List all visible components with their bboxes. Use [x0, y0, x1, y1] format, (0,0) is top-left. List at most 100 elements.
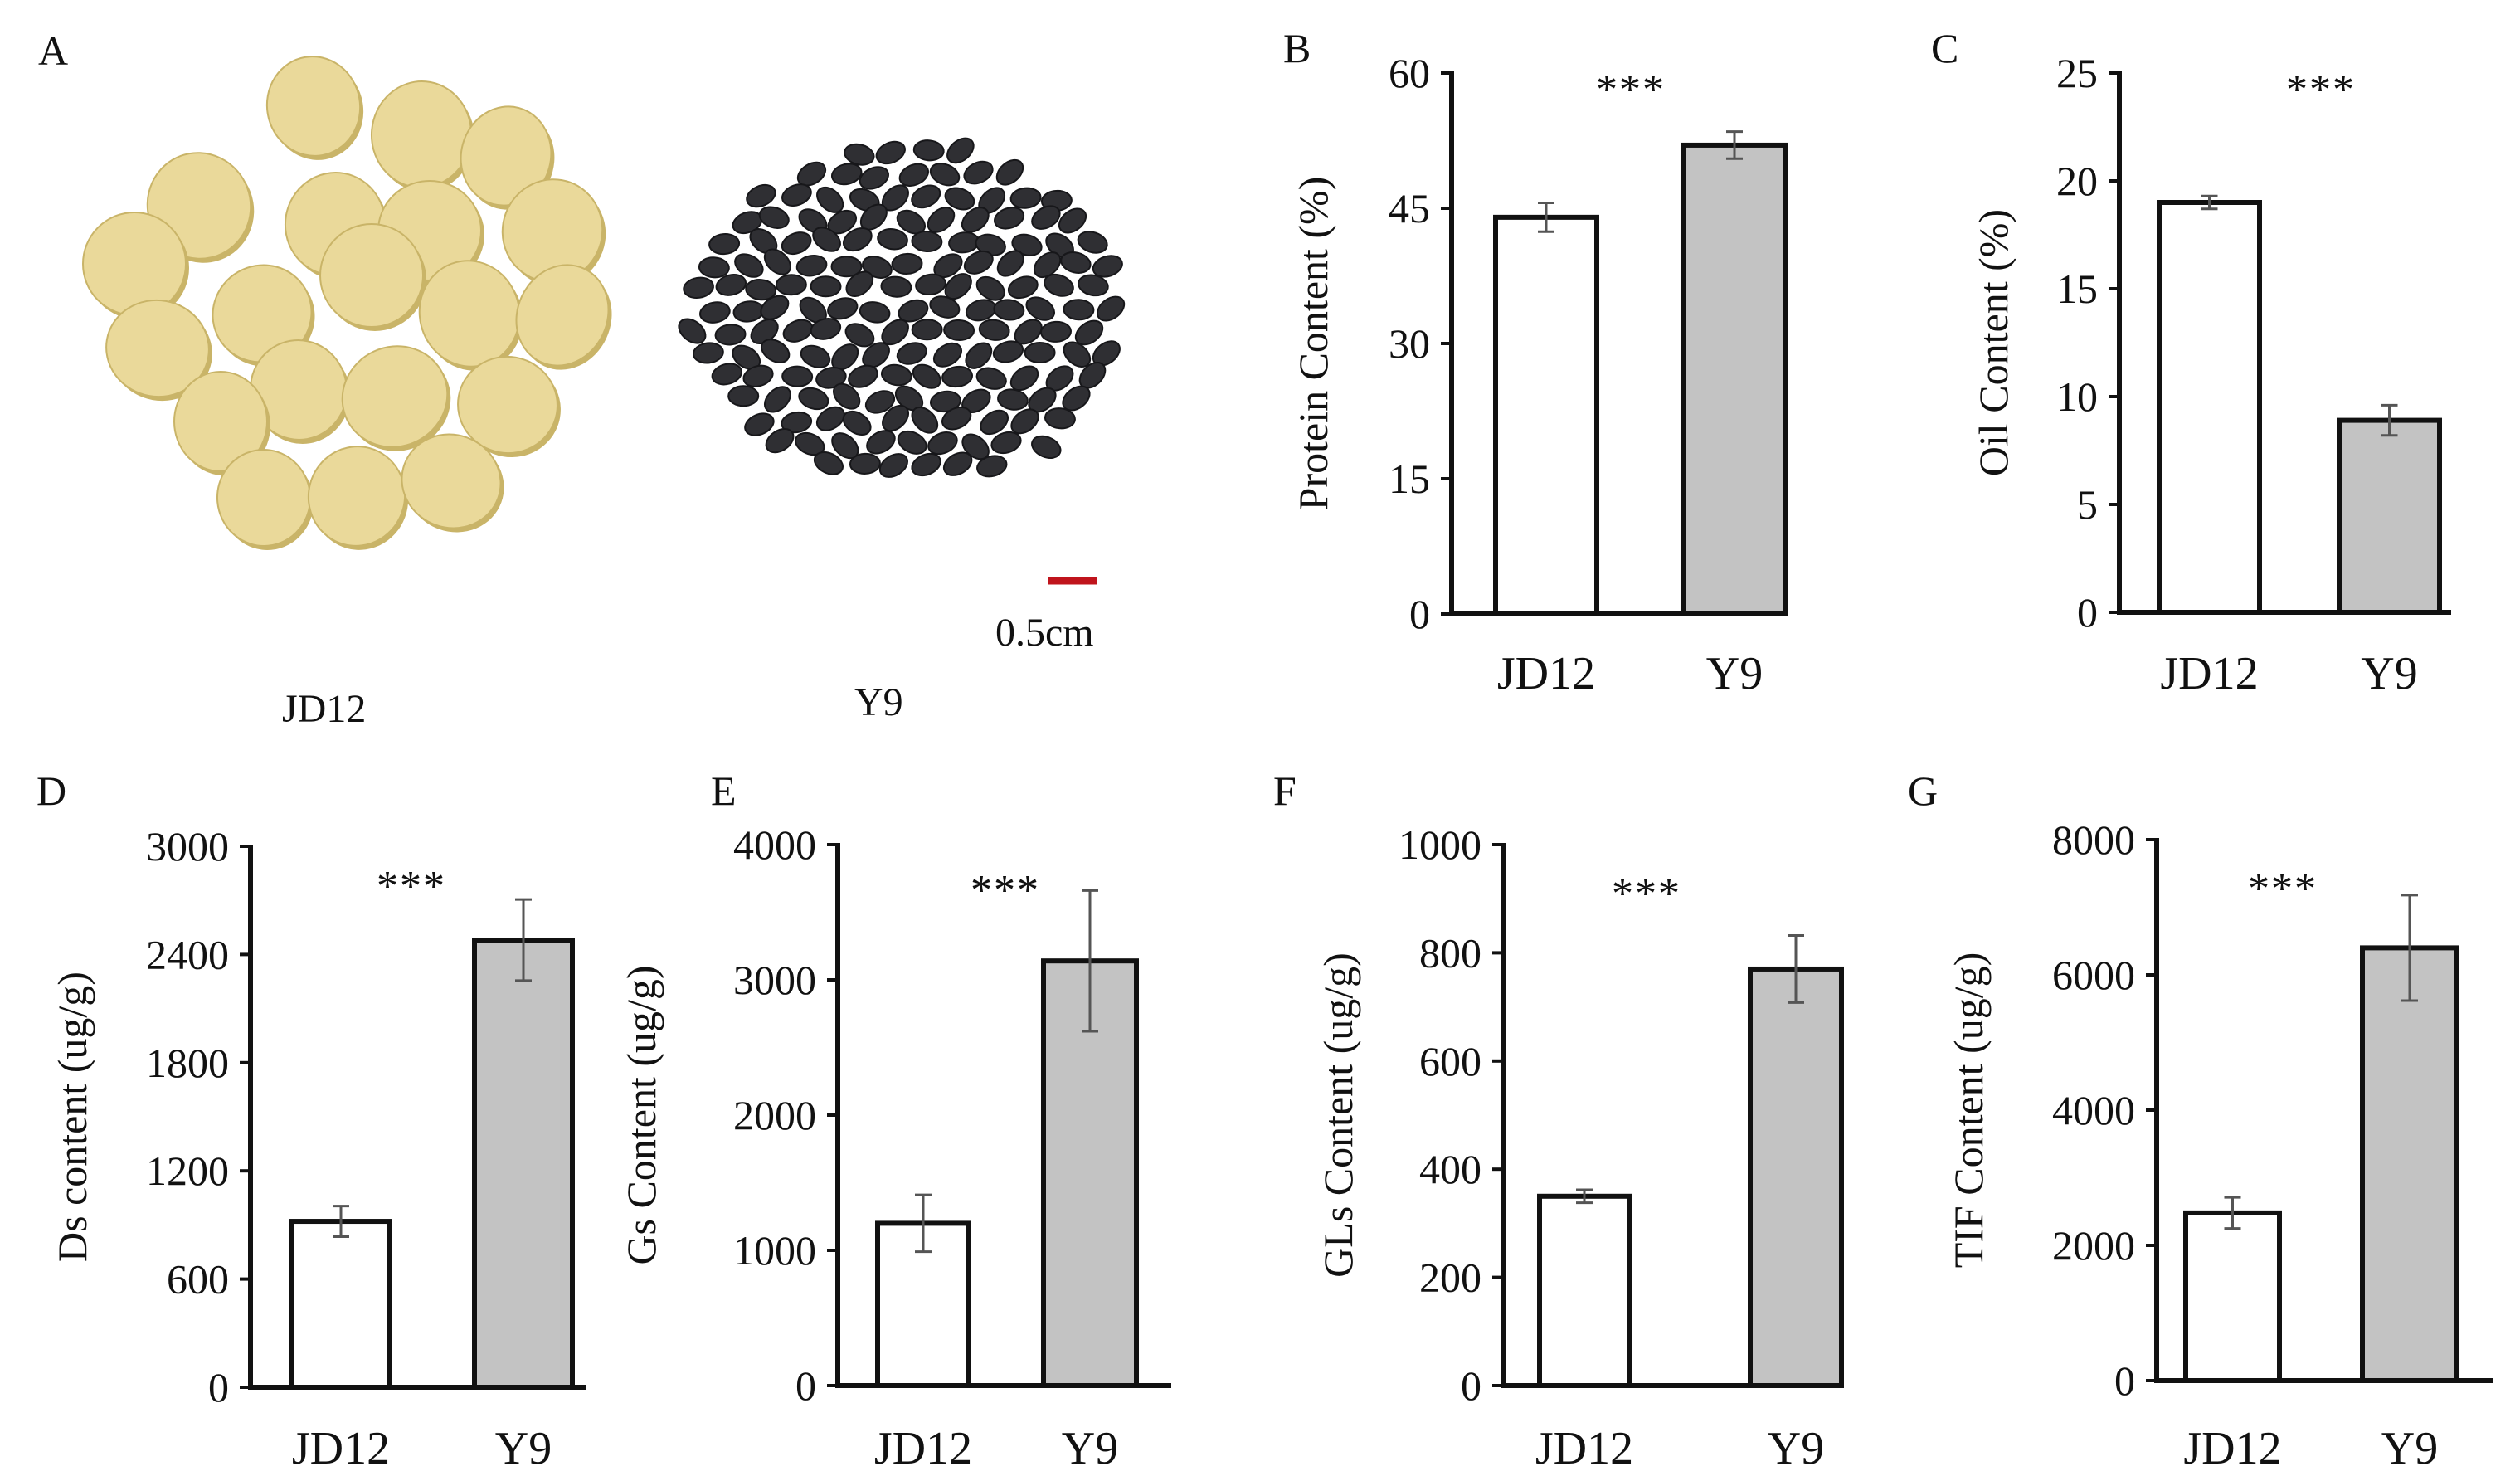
black-seed: [800, 344, 831, 368]
y-tick-label: 20: [2056, 158, 2098, 204]
y-tick-label: 3000: [146, 823, 229, 870]
panel-f-gls-chart: F GLs Content (ug/g) 0 200 400 600 800 1000 JD12…: [1273, 767, 1844, 1474]
black-seed: [1077, 231, 1108, 254]
black-seed: [699, 301, 731, 324]
black-seed: [813, 451, 844, 475]
y-tick-label: 10: [2056, 373, 2098, 420]
black-seed: [1014, 319, 1043, 345]
black-seed: [963, 250, 994, 275]
error-bar-jd12: [1538, 201, 1554, 233]
black-seed: [760, 295, 790, 320]
black-seed: [896, 209, 927, 235]
panel-c-oil-chart: C Oil Content (%) 0 5 10 15 20 25 JD12 Y9 ***: [1931, 25, 2451, 699]
black-seed: [929, 390, 961, 413]
black-seed: [708, 233, 741, 256]
y-tick-label: 400: [1419, 1146, 1481, 1192]
error-bar-y9: [1788, 934, 1804, 1004]
black-seed: [965, 342, 993, 369]
black-seed: [1040, 320, 1072, 343]
black-seed: [1044, 273, 1074, 297]
yellow-seed: [460, 105, 552, 207]
black-seed: [827, 297, 859, 320]
black-seed: [781, 183, 812, 207]
black-seed: [911, 407, 939, 434]
black-seed: [744, 412, 775, 436]
black-seed: [1062, 385, 1091, 412]
error-bar-jd12: [1576, 1188, 1593, 1205]
black-seed: [929, 163, 961, 187]
bar-y9: [1748, 966, 1844, 1388]
black-seed: [845, 270, 874, 297]
significance-label: ***: [2286, 66, 2356, 114]
black-seed: [941, 406, 972, 431]
black-seed: [859, 166, 889, 190]
black-seed: [859, 301, 891, 324]
black-seed: [997, 388, 1029, 411]
black-seed: [761, 339, 791, 363]
black-seed: [678, 318, 707, 344]
black-seed: [698, 256, 730, 279]
black-seed: [897, 430, 927, 455]
y-tick-label: 2400: [146, 931, 229, 977]
y-axis-title: Ds content (ug/g): [49, 972, 95, 1262]
error-bar-jd12: [2201, 194, 2218, 211]
black-seed: [683, 276, 714, 299]
yellow-seed: [515, 264, 610, 367]
y-tick-label: 1800: [146, 1040, 229, 1086]
x-category-label: JD12: [1497, 648, 1595, 699]
black-seed: [877, 228, 908, 251]
black-seed: [745, 279, 777, 301]
y-tick-label: 200: [1419, 1254, 1481, 1301]
y-axis-title: Protein Content (%): [1290, 177, 1336, 511]
y-tick-label: 3000: [733, 957, 816, 1003]
panel-letter-f: F: [1273, 767, 1296, 814]
significance-label: ***: [2248, 865, 2318, 913]
black-seed: [911, 184, 941, 209]
black-seed: [995, 158, 1024, 186]
black-seed: [816, 186, 844, 213]
y-tick-label: 800: [1419, 929, 1481, 976]
x-category-label: JD12: [874, 1423, 972, 1474]
y-tick-label: 45: [1389, 185, 1430, 231]
panel-e-gs-chart: E Gs Content (ug/g) 0 1000 2000 3000 4000 JD12 Y…: [618, 767, 1171, 1474]
black-seed: [815, 406, 845, 431]
yellow-seed: [105, 299, 210, 398]
y-tick-label: 30: [1389, 320, 1430, 367]
bar-jd12: [1537, 1193, 1632, 1389]
black-seed: [1058, 207, 1087, 234]
x-category-label: JD12: [2183, 1423, 2281, 1474]
black-seed: [932, 342, 963, 368]
black-seed: [848, 364, 878, 388]
y9-seed-image: [678, 137, 1126, 478]
error-bar-y9: [2401, 894, 2418, 1002]
y-tick-label: 0: [2077, 589, 2098, 636]
significance-label: ***: [377, 863, 446, 910]
black-seed: [912, 363, 941, 389]
scale-bar-label: 0.5cm: [995, 611, 1094, 655]
y-tick-label: 0: [1409, 591, 1430, 637]
black-seed: [927, 431, 958, 456]
black-seed: [714, 324, 747, 346]
black-seed: [898, 163, 930, 187]
x-category-label: Y9: [495, 1423, 552, 1474]
black-seed: [1074, 319, 1104, 346]
bar-y9: [472, 938, 575, 1390]
black-seed: [880, 275, 912, 298]
black-seed: [1031, 205, 1061, 230]
error-bar-jd12: [915, 1193, 932, 1254]
error-bar-y9: [515, 898, 532, 982]
y-tick-label: 5: [2077, 481, 2098, 528]
bar-y9: [2360, 945, 2459, 1383]
black-seed: [692, 342, 724, 364]
significance-label: ***: [1596, 66, 1666, 114]
bar-jd12: [2183, 1210, 2282, 1383]
yellow-seed: [319, 223, 424, 328]
black-seed: [842, 227, 873, 252]
black-seed: [978, 319, 1010, 341]
y-tick-label: 4000: [2052, 1087, 2135, 1133]
black-seed: [862, 342, 890, 368]
y-tick-label: 0: [2114, 1357, 2135, 1404]
black-seed: [795, 255, 828, 277]
y-tick-label: 0: [1461, 1362, 1481, 1409]
